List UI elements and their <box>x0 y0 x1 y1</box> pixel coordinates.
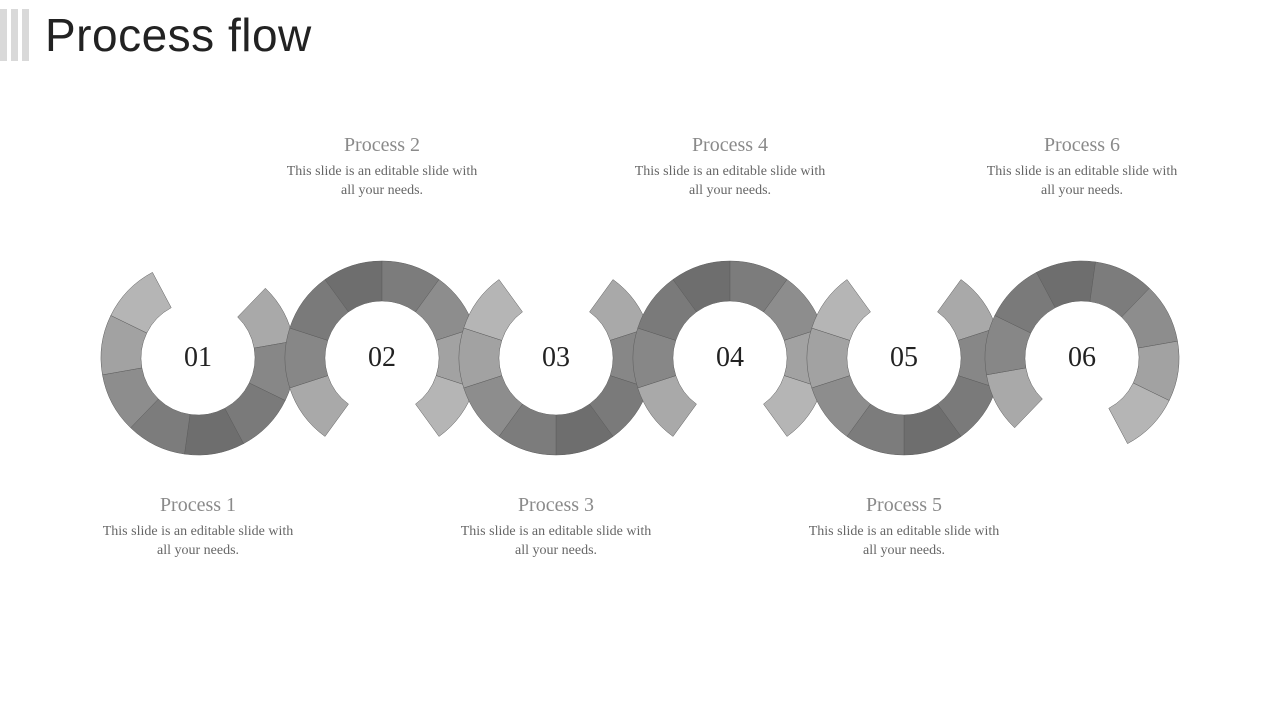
process-description: This slide is an editable slide with all… <box>282 163 482 201</box>
process-title: Process 4 <box>630 134 830 157</box>
process-description: This slide is an editable slide with all… <box>630 163 830 201</box>
step-number: 05 <box>890 342 918 374</box>
step-number: 01 <box>184 342 212 374</box>
process-text-block: Process 3 This slide is an editable slide… <box>456 494 656 561</box>
process-title: Process 6 <box>982 134 1182 157</box>
process-title: Process 5 <box>804 494 1004 517</box>
process-text-block: Process 4 This slide is an editable slide… <box>630 134 830 201</box>
process-text-block: Process 1 This slide is an editable slide… <box>98 494 298 561</box>
process-title: Process 3 <box>456 494 656 517</box>
process-description: This slide is an editable slide with all… <box>982 163 1182 201</box>
process-text-block: Process 5 This slide is an editable slide… <box>804 494 1004 561</box>
process-title: Process 1 <box>98 494 298 517</box>
step-number: 02 <box>368 342 396 374</box>
ring-segment <box>986 368 1042 428</box>
step-number: 06 <box>1068 342 1096 374</box>
ring-segment <box>238 288 294 348</box>
process-text-block: Process 2 This slide is an editable slide… <box>282 134 482 201</box>
step-number: 04 <box>716 342 744 374</box>
process-title: Process 2 <box>282 134 482 157</box>
process-description: This slide is an editable slide with all… <box>98 523 298 561</box>
process-description: This slide is an editable slide with all… <box>804 523 1004 561</box>
process-description: This slide is an editable slide with all… <box>456 523 656 561</box>
process-text-block: Process 6 This slide is an editable slide… <box>982 134 1182 201</box>
step-number: 03 <box>542 342 570 374</box>
